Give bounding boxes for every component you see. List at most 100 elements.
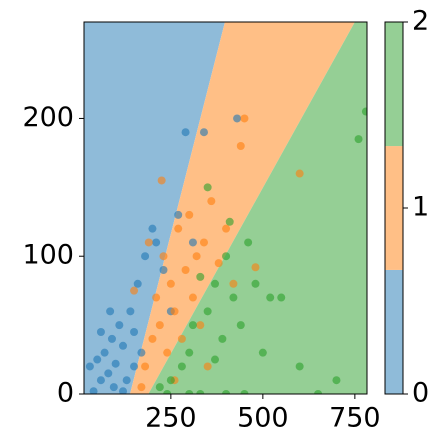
- point: [130, 362, 139, 371]
- point: [96, 328, 105, 336]
- point: [106, 307, 115, 316]
- point: [236, 142, 245, 150]
- point: [236, 321, 245, 330]
- point: [196, 321, 205, 330]
- point: [152, 293, 161, 302]
- point: [185, 348, 194, 357]
- x-tick-label: 500: [237, 403, 289, 434]
- point: [174, 224, 183, 233]
- point: [185, 210, 194, 219]
- point: [159, 266, 168, 274]
- point: [258, 348, 267, 357]
- point: [130, 286, 139, 295]
- point: [222, 252, 231, 261]
- point: [196, 272, 205, 281]
- point: [163, 348, 172, 357]
- colorbar-segment: [385, 22, 403, 147]
- point: [266, 293, 275, 302]
- colorbar-tick-label: 2: [412, 6, 429, 37]
- point: [177, 334, 186, 343]
- point: [89, 387, 98, 394]
- point: [251, 279, 260, 288]
- point: [137, 348, 146, 357]
- point: [361, 107, 367, 116]
- point: [166, 376, 175, 385]
- y-tick-label: 200: [22, 102, 74, 133]
- point: [229, 293, 238, 302]
- point: [119, 387, 128, 394]
- colorbar-tick-label: 0: [412, 378, 429, 409]
- point: [152, 238, 161, 247]
- x-tick-label: 750: [329, 403, 381, 434]
- point: [141, 362, 150, 371]
- point: [133, 279, 142, 288]
- point: [203, 307, 212, 316]
- point: [354, 135, 363, 144]
- point: [225, 217, 234, 226]
- point: [295, 362, 304, 371]
- point: [115, 321, 124, 330]
- point: [229, 279, 238, 288]
- point: [177, 362, 186, 371]
- point: [157, 176, 166, 185]
- point: [111, 359, 120, 368]
- point: [122, 376, 131, 385]
- point: [93, 355, 102, 364]
- point: [222, 224, 231, 233]
- point: [148, 334, 157, 343]
- point: [188, 293, 197, 302]
- x-tick-label: 250: [145, 403, 197, 434]
- point: [240, 114, 249, 123]
- point: [277, 293, 286, 302]
- point: [207, 197, 216, 206]
- point: [203, 183, 212, 192]
- y-tick-label: 0: [57, 378, 74, 409]
- point: [126, 307, 135, 316]
- point: [109, 383, 118, 392]
- point: [211, 279, 220, 288]
- point: [163, 390, 172, 394]
- decision-region: [130, 22, 355, 394]
- point: [96, 376, 105, 385]
- point: [192, 252, 201, 261]
- point: [174, 210, 183, 219]
- point: [203, 362, 212, 371]
- point: [240, 390, 249, 394]
- point: [185, 390, 194, 394]
- decision-region: [84, 22, 225, 394]
- point: [159, 252, 168, 261]
- point: [137, 383, 146, 392]
- point: [251, 263, 260, 272]
- point: [119, 341, 128, 350]
- colorbar-tick-label: 1: [412, 192, 429, 223]
- point: [148, 224, 157, 233]
- point: [199, 128, 208, 137]
- point: [181, 128, 190, 137]
- point: [100, 348, 109, 357]
- point: [130, 328, 139, 336]
- point: [233, 114, 242, 123]
- point: [85, 362, 94, 371]
- y-tick-label: 100: [22, 240, 74, 271]
- point: [214, 259, 223, 268]
- point: [314, 390, 323, 394]
- point: [295, 169, 304, 178]
- point: [144, 238, 153, 247]
- point: [155, 383, 164, 392]
- decision-region: [148, 22, 367, 394]
- point: [211, 355, 220, 364]
- plot-frame: [83, 21, 368, 395]
- point: [170, 307, 179, 316]
- point: [141, 252, 150, 261]
- point: [104, 369, 113, 378]
- colorbar-segment: [385, 269, 403, 394]
- point: [332, 376, 341, 385]
- point: [222, 390, 231, 394]
- point: [199, 238, 208, 247]
- point: [181, 266, 190, 274]
- point: [188, 321, 197, 330]
- point: [218, 334, 227, 343]
- point: [107, 334, 116, 343]
- point: [196, 390, 205, 394]
